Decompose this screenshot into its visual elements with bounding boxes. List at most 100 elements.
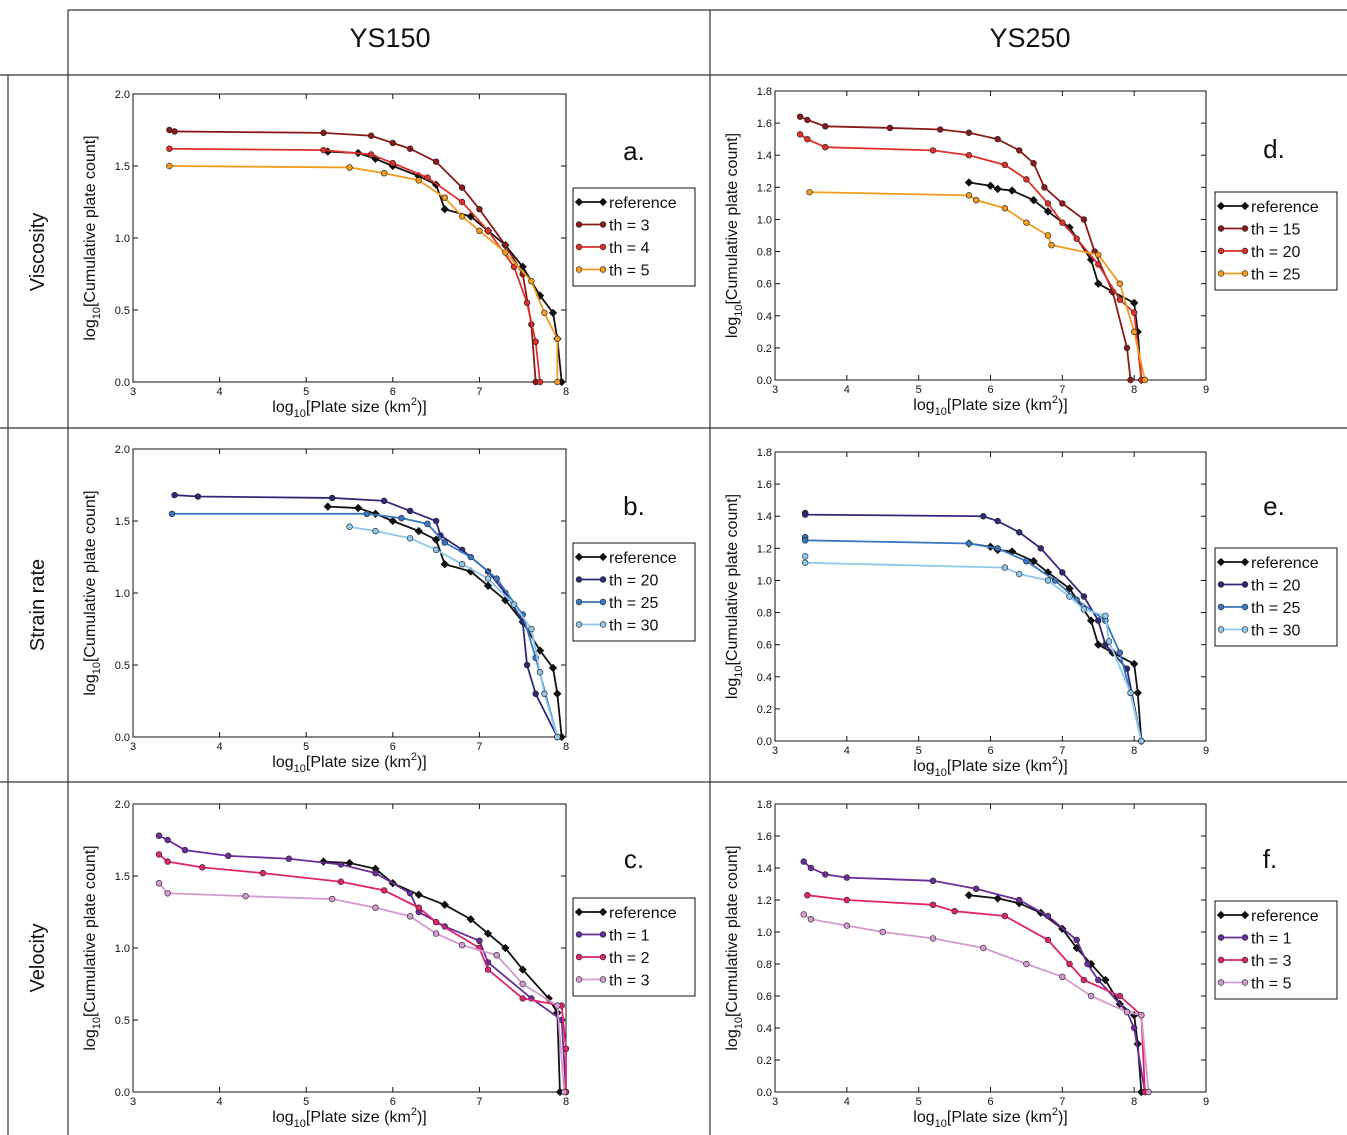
x-tick-label: 3 [130, 741, 136, 753]
axis-label-part: log [82, 1029, 99, 1050]
circle-marker [432, 158, 440, 165]
diamond-marker [1029, 196, 1038, 205]
diamond-marker [501, 943, 510, 953]
circle-marker [1073, 235, 1080, 242]
x-tick-label: 8 [1131, 1096, 1137, 1108]
x-tick-label: 3 [772, 1096, 778, 1108]
circle-marker [536, 668, 544, 676]
circle-marker [1145, 1088, 1152, 1096]
diamond-marker [1094, 640, 1103, 649]
circle-marker [1217, 225, 1225, 232]
circle-marker [1116, 649, 1124, 656]
circle-marker [1001, 912, 1009, 920]
circle-marker [320, 129, 327, 137]
diamond-marker [323, 502, 333, 511]
circle-marker [476, 206, 483, 213]
circle-marker [380, 887, 388, 894]
axis-label-part: 2 [411, 1106, 417, 1118]
circle-marker [432, 930, 440, 937]
axis-label-part: log [272, 1109, 293, 1126]
circle-marker [1217, 270, 1225, 277]
diamond-marker [574, 197, 584, 207]
circle-marker [1217, 581, 1225, 588]
circle-marker [1123, 344, 1131, 352]
legend-label: reference [1251, 908, 1319, 925]
circle-marker [458, 198, 466, 206]
circle-marker [822, 143, 829, 151]
legend-label: reference [609, 195, 677, 212]
panel-label: a. [623, 136, 645, 166]
circle-marker [599, 931, 607, 938]
series-line [799, 115, 1132, 381]
circle-marker [367, 151, 375, 158]
diamond-marker [1101, 975, 1110, 985]
axis-label-part: [Cumulative plate count] [82, 845, 99, 1017]
circle-marker [1059, 219, 1066, 226]
legend-label: reference [1251, 555, 1319, 572]
circle-marker [1001, 205, 1009, 212]
circle-marker [994, 517, 1001, 525]
axis-label-part: [Plate size (km [947, 758, 1052, 775]
axis-label-part: 10 [294, 763, 306, 775]
circle-marker [1241, 247, 1249, 255]
diamond-marker [1240, 201, 1250, 211]
y-tick-label: 0.5 [115, 305, 130, 317]
y-tick-label: 0.2 [757, 704, 772, 716]
circle-marker [980, 944, 987, 952]
y-axis-label: log10[Cumulative plate count] [82, 135, 103, 340]
diamond-marker [1240, 910, 1250, 920]
circle-marker [541, 309, 548, 317]
circle-marker [458, 941, 466, 949]
y-tick-label: 1.0 [115, 588, 130, 600]
circle-marker [1102, 612, 1109, 619]
x-tick-label: 5 [916, 745, 922, 757]
plot-frame [774, 803, 1207, 1093]
circle-marker [929, 877, 937, 884]
panel-label: d. [1263, 134, 1285, 164]
axis-label-part: log [82, 319, 99, 340]
circle-marker [1241, 270, 1249, 277]
y-tick-label: 2.0 [115, 444, 130, 456]
axis-label-part: 10 [91, 662, 103, 674]
x-axis-label: log10[Plate size (km2)] [913, 755, 1067, 779]
y-tick-label: 1.2 [757, 895, 772, 907]
circle-marker [1241, 934, 1249, 941]
axis-label-part: )] [1058, 397, 1068, 414]
circle-marker [1127, 689, 1134, 697]
circle-marker [929, 147, 937, 154]
circle-marker [1080, 606, 1088, 613]
circle-marker [1241, 225, 1249, 232]
circle-marker [822, 871, 829, 878]
circle-marker [1023, 219, 1030, 226]
plot-frame [132, 803, 567, 1093]
circle-marker [502, 242, 509, 249]
diamond-marker [414, 526, 423, 536]
x-tick-label: 5 [303, 386, 309, 398]
circle-marker [523, 299, 531, 306]
y-tick-label: 1.4 [757, 150, 772, 162]
panel-label: c. [624, 844, 644, 874]
circle-marker [1130, 328, 1138, 336]
circle-marker [1001, 564, 1009, 571]
y-tick-label: 0.0 [115, 732, 130, 744]
series-line [809, 191, 1146, 381]
circle-marker [1217, 934, 1225, 941]
series-line [323, 860, 561, 1093]
circle-marker [1066, 960, 1073, 968]
axis-label-part: log [724, 317, 741, 338]
circle-marker [1105, 638, 1113, 645]
series-line [171, 512, 559, 738]
circle-marker [1116, 296, 1124, 303]
axis-label-part: [Plate size (km [947, 397, 1052, 414]
axis-label-part: [Plate size (km [306, 1109, 411, 1126]
circle-marker [493, 575, 500, 582]
circle-marker [155, 832, 163, 839]
axis-label-part: [Cumulative plate count] [724, 494, 741, 666]
circle-marker [424, 520, 431, 528]
diamond-marker [1240, 557, 1250, 567]
row-header: Viscosity [27, 213, 49, 292]
y-tick-label: 1.2 [757, 182, 772, 194]
circle-marker [1241, 581, 1249, 588]
y-tick-label: 0.6 [757, 279, 772, 291]
diamond-marker [414, 890, 423, 899]
